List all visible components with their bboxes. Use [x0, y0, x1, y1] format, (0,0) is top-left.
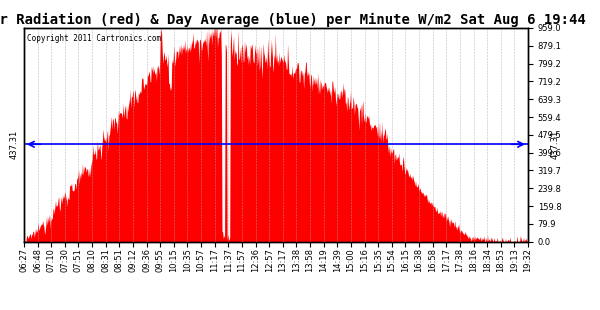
Text: 437.31: 437.31	[10, 130, 19, 159]
Title: Solar Radiation (red) & Day Average (blue) per Minute W/m2 Sat Aug 6 19:44: Solar Radiation (red) & Day Average (blu…	[0, 13, 586, 27]
Text: Copyright 2011 Cartronics.com: Copyright 2011 Cartronics.com	[26, 34, 161, 43]
Text: 437.31: 437.31	[551, 130, 560, 159]
